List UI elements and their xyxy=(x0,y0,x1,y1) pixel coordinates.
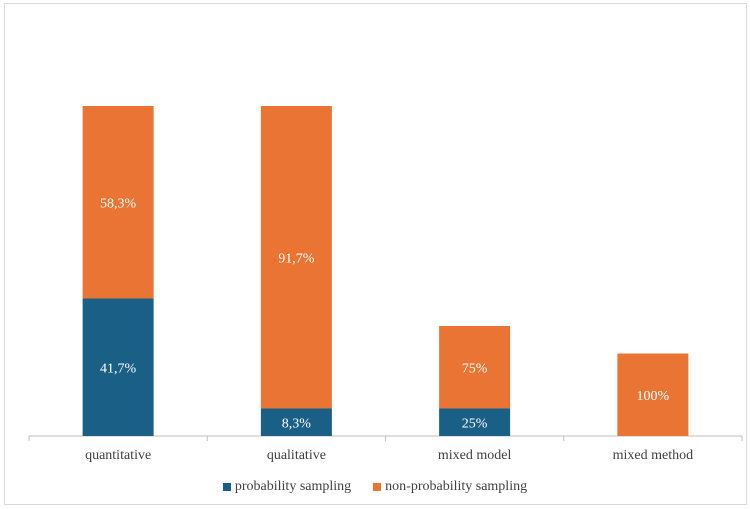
data-label: 25% xyxy=(462,416,488,431)
bar-non-probability xyxy=(260,106,332,409)
legend-label-probability: probability sampling xyxy=(234,479,352,494)
data-label: 100% xyxy=(637,389,670,404)
legend-item-non-probability: non-probability sampling xyxy=(373,479,527,495)
bar-non-probability xyxy=(617,353,689,436)
data-label: 58,3% xyxy=(100,196,137,211)
category-label: qualitative xyxy=(267,448,326,463)
legend-item-probability: probability sampling xyxy=(222,479,352,495)
bar-probability xyxy=(439,408,511,436)
legend-swatch-non-probability xyxy=(373,483,382,491)
bar-non-probability xyxy=(82,106,154,299)
data-label: 41,7% xyxy=(100,361,137,376)
bar-probability xyxy=(82,298,154,436)
chart-legend: probability sampling non-probability sam… xyxy=(0,479,750,495)
category-label: mixed method xyxy=(613,448,694,463)
bar-probability xyxy=(260,408,332,436)
data-label: 75% xyxy=(462,361,488,376)
data-label: 91,7% xyxy=(278,251,315,266)
legend-swatch-probability xyxy=(222,483,231,491)
legend-label-non-probability: non-probability sampling xyxy=(385,479,528,494)
category-label: quantitative xyxy=(85,448,151,463)
category-label: mixed model xyxy=(438,448,512,463)
bar-non-probability xyxy=(439,326,511,409)
data-label: 8,3% xyxy=(282,416,312,431)
